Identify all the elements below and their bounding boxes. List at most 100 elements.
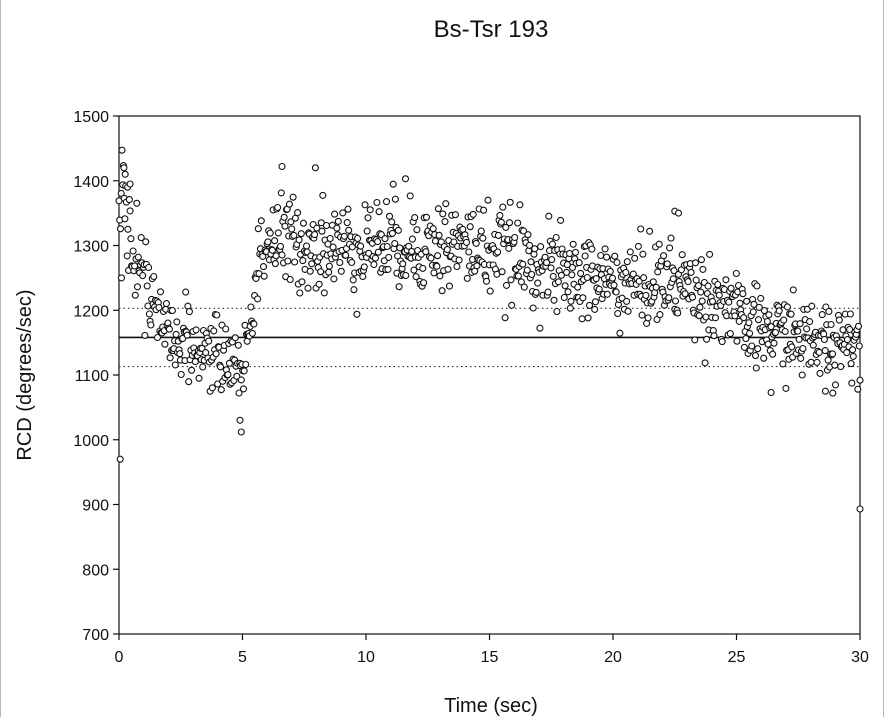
data-point: [743, 297, 751, 305]
data-point: [622, 268, 630, 277]
data-point: [237, 428, 245, 436]
data-point: [394, 252, 402, 260]
data-point: [359, 272, 367, 281]
data-point: [121, 215, 129, 223]
data-point: [442, 200, 450, 208]
data-point: [748, 342, 756, 350]
y-tick-label: 700: [82, 627, 109, 644]
data-point: [831, 361, 839, 369]
data-point: [670, 267, 678, 275]
data-point: [205, 337, 213, 345]
data-point: [422, 248, 430, 256]
data-point: [234, 341, 242, 349]
data-point: [331, 210, 339, 218]
data-point: [210, 327, 218, 335]
data-point: [156, 288, 165, 296]
data-point: [116, 225, 125, 233]
data-point: [271, 260, 279, 268]
data-point: [674, 309, 682, 317]
data-point: [212, 350, 220, 358]
data-point: [847, 360, 855, 368]
data-point: [357, 242, 365, 250]
data-point: [329, 243, 337, 251]
y-tick-label: 800: [82, 562, 109, 579]
y-axis-label: RCD (degrees/sec): [14, 289, 36, 460]
data-point: [735, 317, 743, 325]
data-point: [366, 206, 374, 214]
data-point: [706, 250, 714, 258]
data-point: [654, 268, 662, 276]
x-tick-label: 20: [604, 649, 622, 666]
data-point: [434, 205, 442, 213]
data-point: [382, 198, 391, 206]
data-point: [260, 272, 268, 280]
data-point: [553, 307, 561, 316]
data-point: [585, 301, 594, 309]
data-point: [399, 260, 407, 268]
data-point: [434, 252, 442, 260]
data-point: [311, 231, 319, 239]
data-point: [764, 340, 772, 348]
data-point: [820, 335, 828, 344]
x-axis: 0 5 10 15 20 25 30: [115, 634, 869, 666]
data-point: [257, 217, 265, 225]
data-point: [531, 245, 539, 253]
data-point: [517, 278, 525, 286]
data-point: [803, 325, 811, 333]
data-point: [752, 364, 760, 372]
data-point: [537, 243, 545, 251]
data-point: [281, 222, 289, 230]
data-points: [115, 146, 864, 513]
data-point: [242, 360, 250, 369]
data-point: [125, 196, 133, 204]
data-point: [754, 345, 762, 353]
data-point: [248, 329, 256, 337]
data-point: [451, 211, 459, 219]
data-point: [708, 297, 717, 305]
data-point: [612, 288, 620, 296]
data-point: [829, 350, 837, 358]
data-point: [145, 310, 153, 318]
data-point: [185, 308, 193, 316]
data-point: [849, 346, 857, 354]
data-point: [349, 276, 357, 284]
data-point: [131, 262, 139, 270]
data-point: [374, 248, 382, 256]
data-point: [732, 269, 740, 278]
data-point: [429, 225, 437, 233]
data-point: [342, 251, 350, 259]
data-point: [782, 384, 790, 392]
data-point: [385, 253, 393, 261]
data-point: [780, 316, 788, 324]
data-point: [161, 340, 169, 348]
data-point: [554, 278, 562, 286]
data-point: [696, 303, 704, 311]
data-point: [770, 339, 778, 347]
data-point: [374, 238, 382, 246]
data-point: [308, 260, 316, 268]
data-point: [406, 192, 414, 200]
data-point: [250, 320, 258, 328]
data-point: [445, 282, 454, 290]
data-point: [502, 281, 511, 289]
data-point: [298, 278, 306, 286]
data-point: [825, 307, 833, 316]
data-point: [715, 291, 723, 299]
data-point: [116, 455, 124, 463]
data-point: [192, 326, 200, 334]
data-point: [395, 283, 403, 291]
data-point: [388, 229, 396, 237]
data-point: [575, 259, 583, 267]
data-point: [299, 219, 308, 227]
data-point: [345, 226, 353, 234]
data-point: [855, 342, 863, 350]
data-point: [444, 265, 452, 273]
data-point: [439, 210, 447, 218]
data-point: [280, 213, 288, 221]
data-point: [208, 384, 216, 392]
data-point: [736, 299, 744, 307]
data-point: [789, 286, 797, 294]
data-point: [455, 256, 463, 264]
data-point: [436, 272, 444, 280]
